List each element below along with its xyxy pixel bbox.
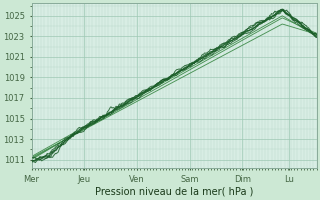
X-axis label: Pression niveau de la mer( hPa ): Pression niveau de la mer( hPa ) bbox=[95, 187, 253, 197]
